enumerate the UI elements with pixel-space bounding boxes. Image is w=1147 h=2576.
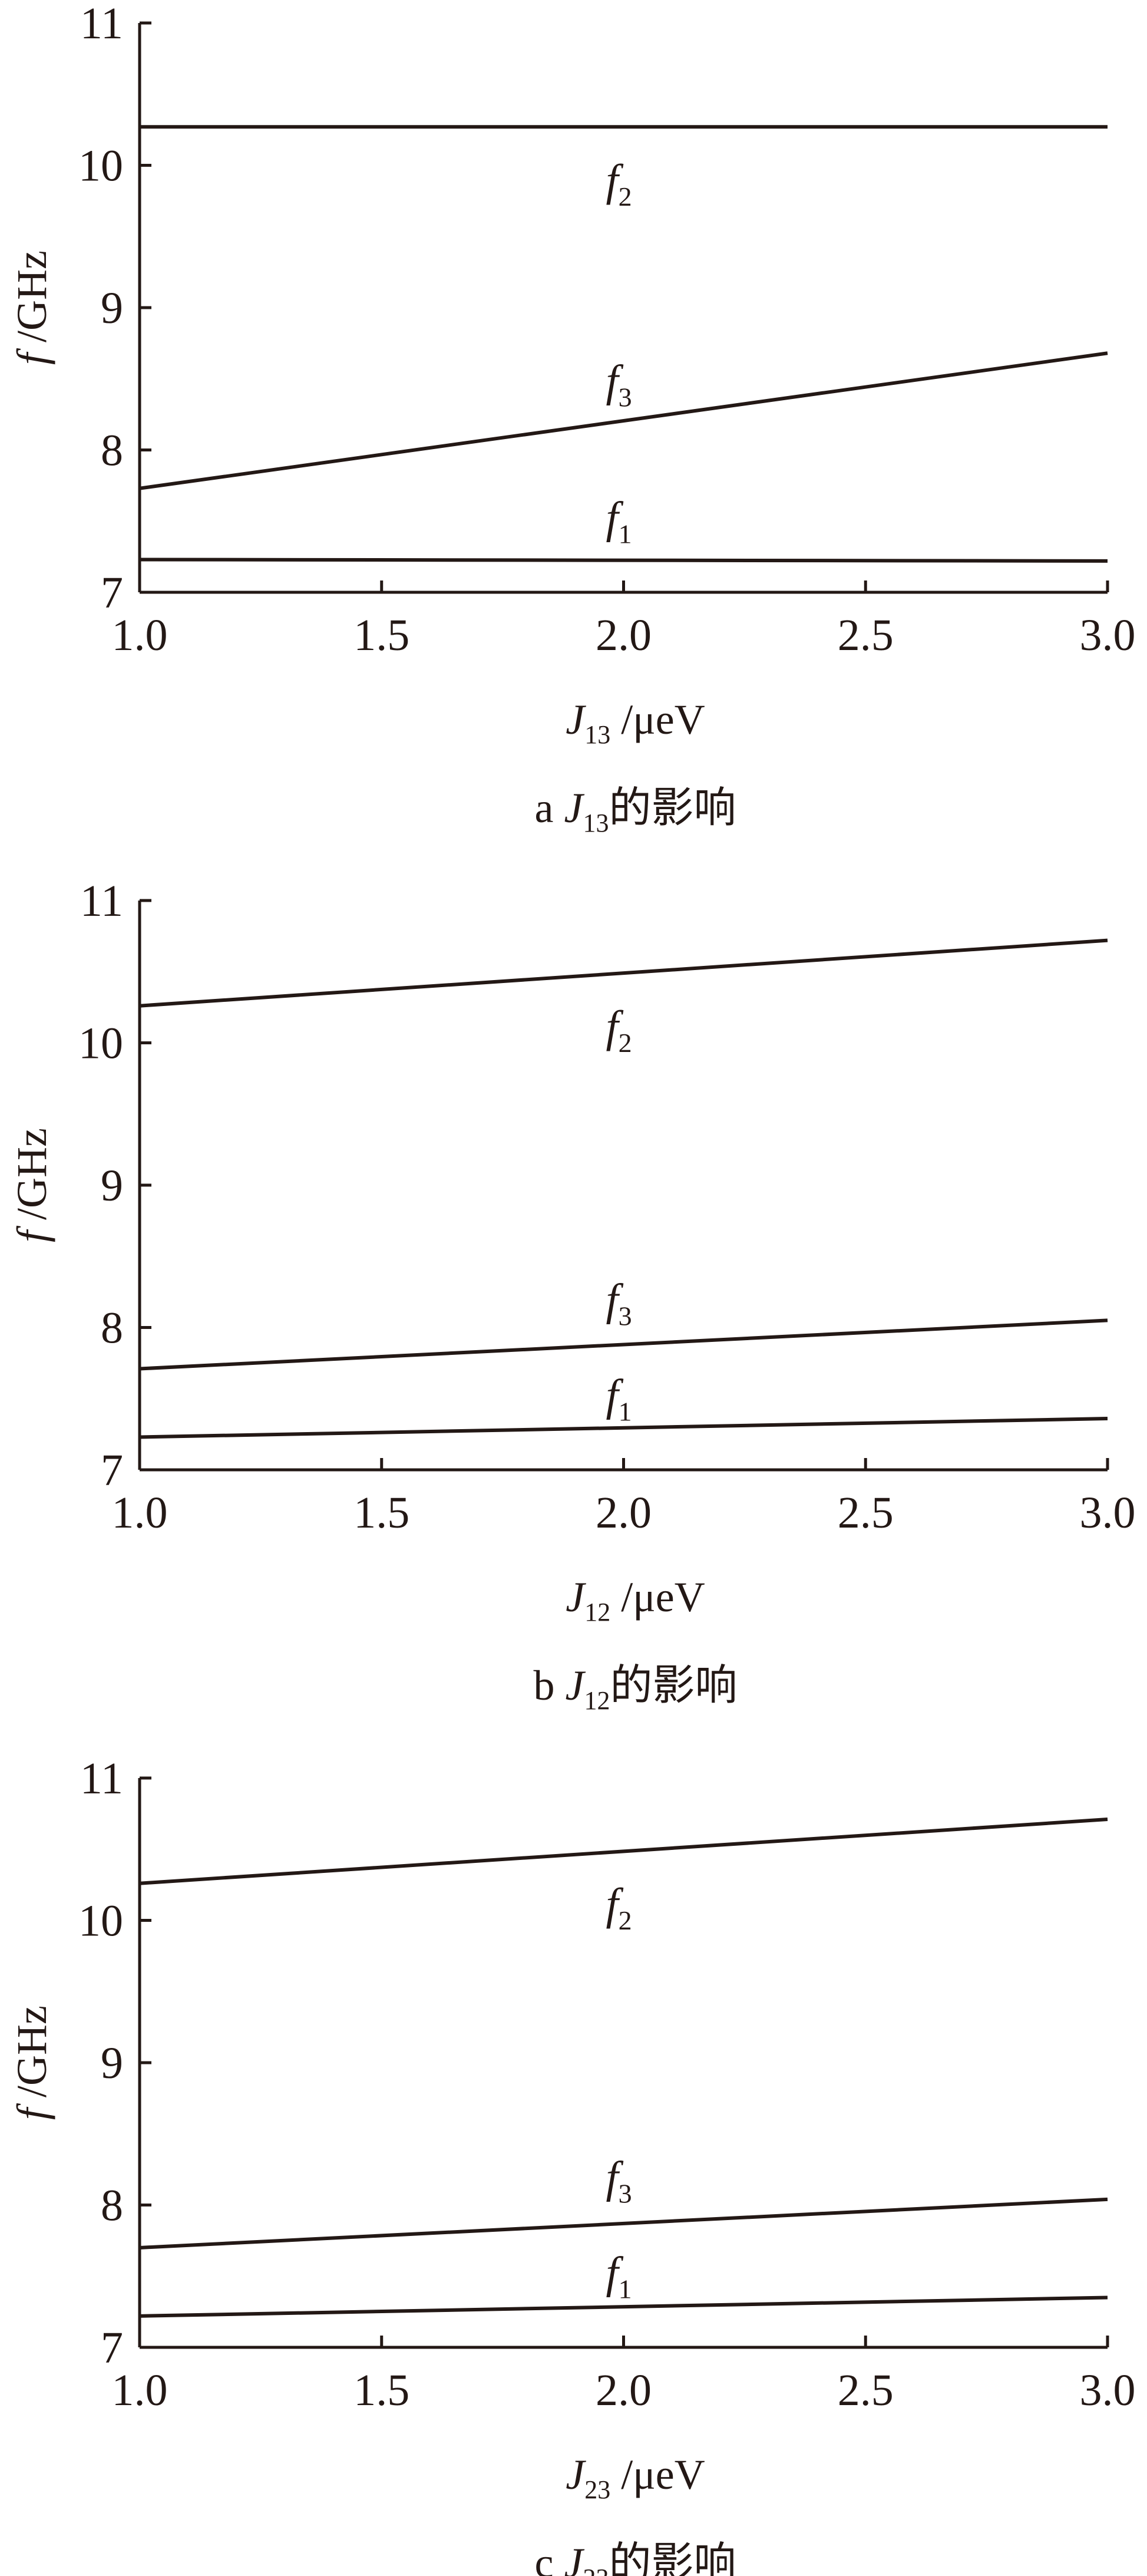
x-tick-label: 1.0 — [112, 611, 168, 660]
series-label-f3: f3 — [606, 357, 632, 413]
y-axis-label: f /GHz — [8, 2006, 55, 2120]
y-tick-label: 10 — [78, 141, 123, 191]
y-tick-label: 10 — [78, 1019, 123, 1068]
x-tick-label: 1.0 — [112, 2366, 168, 2415]
y-tick-label: 10 — [78, 1896, 123, 1946]
x-tick-label: 2.0 — [596, 2366, 652, 2415]
y-tick-label: 11 — [80, 1754, 123, 1803]
y-tick-label: 9 — [101, 283, 123, 333]
x-tick-label: 2.0 — [596, 1488, 652, 1538]
y-tick-label: 8 — [101, 426, 123, 476]
y-axis-label: f /GHz — [8, 1128, 55, 1242]
x-axis-label: J13 /μeV — [566, 696, 705, 749]
series-line-f1 — [139, 1417, 1108, 1439]
y-tick-label: 9 — [101, 2039, 123, 2088]
series-label-f1: f1 — [606, 2248, 632, 2304]
x-tick-label: 3.0 — [1080, 2366, 1136, 2415]
series-line-f1 — [139, 2295, 1108, 2318]
panel-caption: a J13的影响 — [535, 784, 736, 837]
x-tick-label: 2.0 — [596, 611, 652, 660]
x-tick-label: 2.5 — [838, 611, 894, 660]
y-tick-label: 11 — [80, 0, 123, 48]
x-axis-label: J23 /μeV — [566, 2451, 705, 2504]
x-axis-label: J12 /μeV — [566, 1574, 705, 1627]
x-tick-label: 1.0 — [112, 1488, 168, 1538]
y-tick-label: 7 — [101, 1446, 123, 1495]
series-label-f2: f2 — [606, 1002, 632, 1058]
series-label-f1: f1 — [606, 493, 632, 549]
x-tick-label: 1.5 — [353, 1488, 409, 1538]
x-tick-label: 3.0 — [1080, 611, 1136, 660]
chart-panel-a: 7 8 9 10 11 1.0 1.5 2.0 2.5 3.0 f /GHz J13 /μeV a J1… — [8, 0, 1136, 837]
series-line-f3 — [139, 351, 1108, 490]
series-line-f3 — [139, 1318, 1108, 1371]
y-tick-label: 11 — [80, 876, 123, 926]
x-tick-label: 3.0 — [1080, 1488, 1136, 1538]
y-axis-label: f /GHz — [8, 250, 55, 365]
x-tick-label: 2.5 — [838, 2366, 894, 2415]
chart-panel-b: 7 8 9 10 11 1.0 1.5 2.0 2.5 3.0 f /GHz J12 /μeV b J1… — [8, 876, 1136, 1715]
y-tick-label: 7 — [101, 2323, 123, 2373]
x-tick-label: 2.5 — [838, 1488, 894, 1538]
series-label-f2: f2 — [606, 156, 632, 212]
y-tick-label: 8 — [101, 1304, 123, 1353]
y-tick-label: 9 — [101, 1161, 123, 1211]
series-line-f1 — [139, 558, 1108, 563]
series-line-f2 — [139, 938, 1108, 1008]
series-line-f2 — [139, 1818, 1108, 1885]
chart-panel-c: 7 8 9 10 11 1.0 1.5 2.0 2.5 3.0 f /GHz J23 /μeV c J2… — [8, 1754, 1136, 2576]
series-label-f2: f2 — [606, 1879, 632, 1935]
x-tick-label: 1.5 — [353, 2366, 409, 2415]
panel-caption: b J12的影响 — [534, 1662, 738, 1715]
panel-caption: c J23的影响 — [535, 2539, 736, 2576]
y-tick-label: 8 — [101, 2181, 123, 2231]
series-label-f1: f1 — [606, 1370, 632, 1426]
series-line-f3 — [139, 2197, 1108, 2250]
series-label-f3: f3 — [606, 1275, 632, 1331]
y-tick-label: 7 — [101, 568, 123, 618]
x-tick-label: 1.5 — [353, 611, 409, 660]
series-label-f3: f3 — [606, 2153, 632, 2209]
